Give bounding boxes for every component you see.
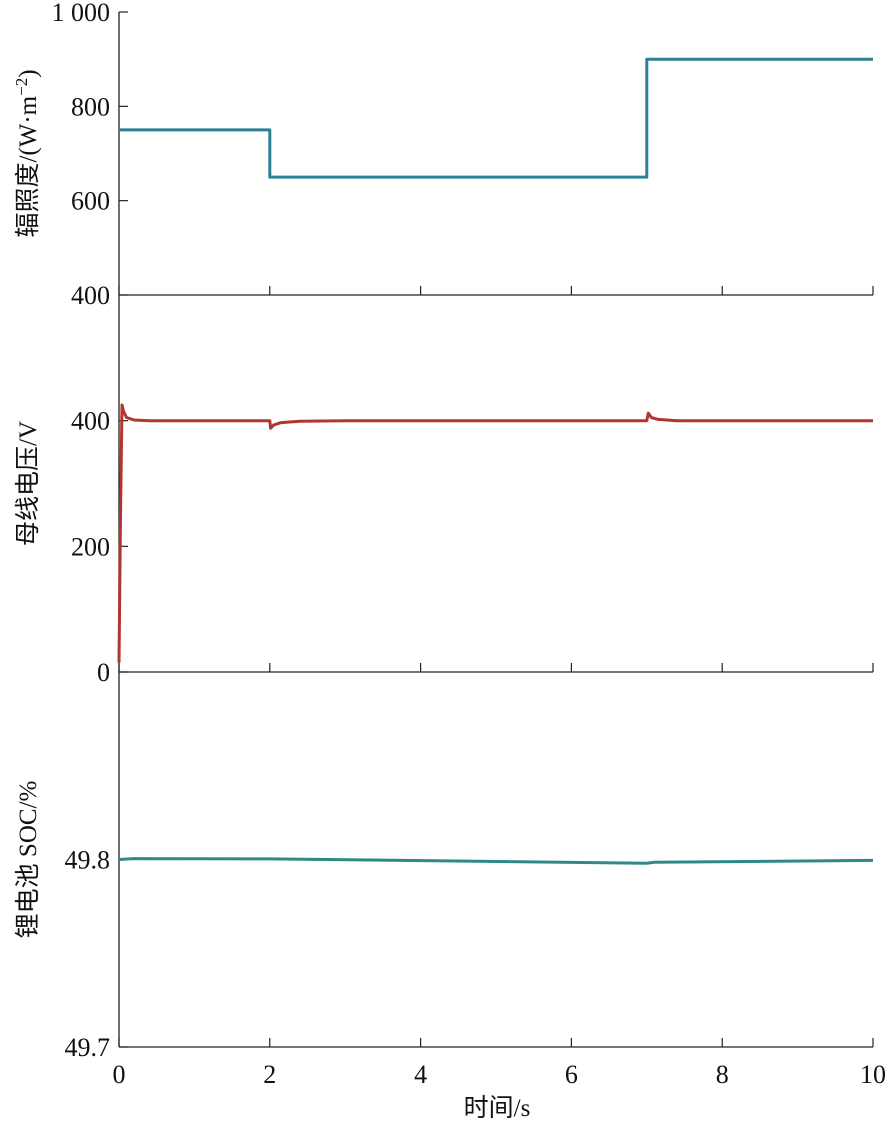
y-axis-title: 母线电压/V: [14, 421, 42, 546]
x-axis-title: 时间/s: [464, 1094, 531, 1122]
y-tick-label: 200: [71, 532, 110, 561]
panel-2: 0 200 400 母线电压/V: [14, 295, 874, 687]
series-line: [118, 857, 874, 865]
x-tick-label: 4: [414, 1060, 427, 1089]
y-tick-label: 800: [71, 92, 110, 121]
x-tick-label: 6: [565, 1060, 578, 1089]
chart-panels: 400 600 800 1 000 辐照度/(W·m−2) 0 200 400 母线电压/V 49…: [12, 0, 886, 1122]
x-tick-label: 0: [113, 1060, 126, 1089]
y-tick-label: 600: [71, 187, 110, 216]
x-tick-label: 10: [860, 1060, 886, 1089]
y-axis-title-main: 辐照度/(W·m: [14, 95, 42, 237]
y-tick-label: 0: [97, 658, 110, 687]
y-axis-title-superscript: −2: [12, 78, 31, 96]
series-line: [117, 403, 873, 663]
series-line: [119, 57, 873, 179]
y-tick-label: 400: [71, 281, 110, 310]
y-tick-label: 49.8: [65, 846, 111, 875]
y-tick-label: 400: [71, 407, 110, 436]
y-tick-label: 49.7: [65, 1033, 111, 1062]
y-axis-title: 辐照度/(W·m−2): [12, 69, 42, 237]
panel-3: 49.7 49.8 锂电池 SOC/% 0 2 4 6 8 10 时间/s: [14, 672, 886, 1122]
y-tick-label: 1 000: [52, 0, 111, 27]
y-axis-title: 锂电池 SOC/%: [14, 781, 42, 939]
x-tick-label: 8: [716, 1060, 729, 1089]
y-axis-title-close: ): [15, 69, 42, 77]
panel-1: 400 600 800 1 000 辐照度/(W·m−2): [12, 0, 874, 310]
x-tick-label: 2: [263, 1060, 276, 1089]
